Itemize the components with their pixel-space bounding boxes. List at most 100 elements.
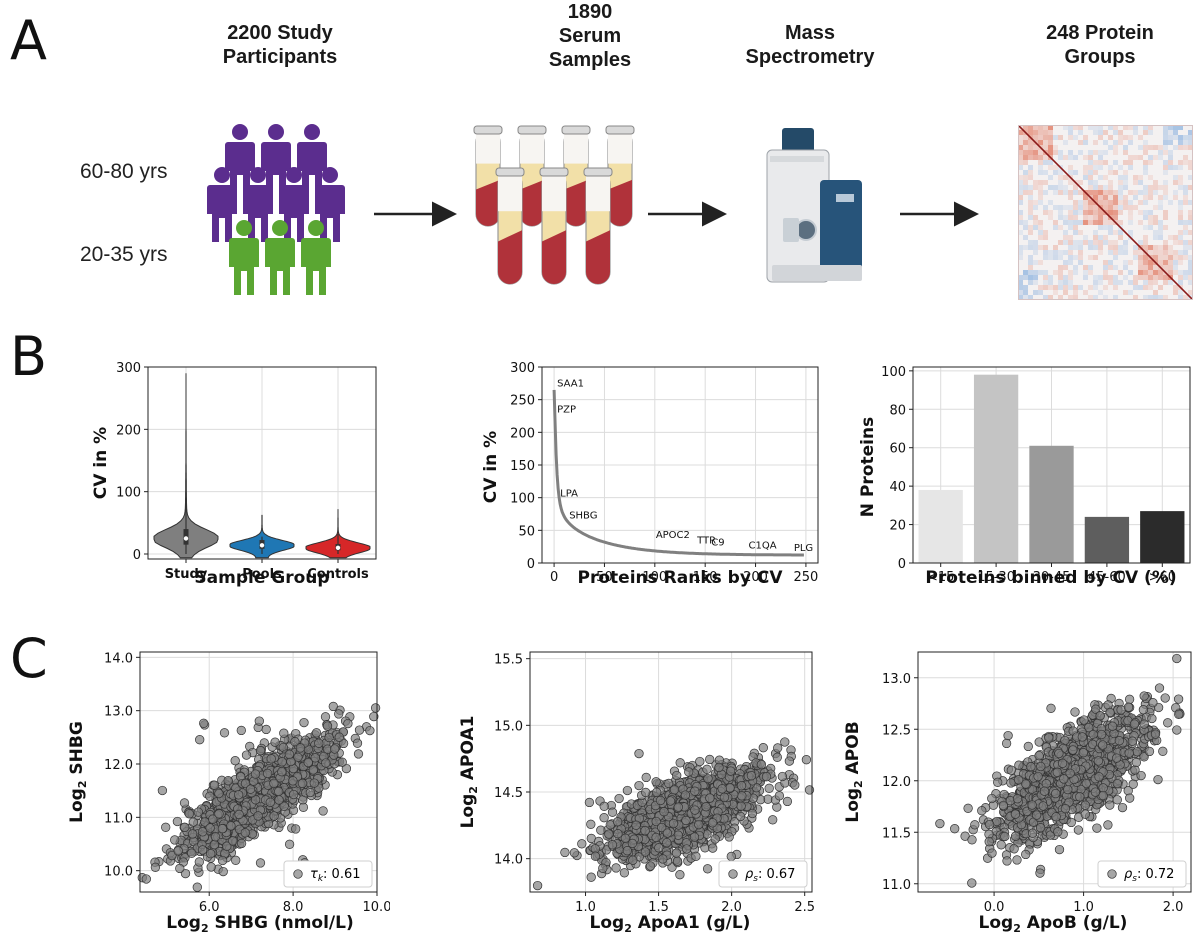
bar-3 (1084, 516, 1130, 563)
annotation-plg: PLG (794, 543, 813, 554)
x-axis-label: Log2 SHBG (nmol/L) (166, 913, 353, 932)
test-tubes-icon (473, 125, 635, 285)
y-tick-label: 10.0 (104, 865, 133, 880)
y-tick-label: 0 (898, 557, 906, 572)
age-label-younger: 20-35 yrs (80, 243, 168, 266)
y-tick-label: 100 (881, 365, 906, 380)
y-tick-label: 20 (889, 519, 906, 534)
y-tick-label: 200 (510, 426, 535, 441)
annotation-c9: C9 (711, 537, 724, 548)
x-axis-label: Log2 ApoB (g/L) (979, 913, 1128, 932)
bar-4 (1140, 511, 1185, 563)
x-tick-label: 0 (550, 570, 558, 585)
y-tick-label: 14.0 (494, 853, 523, 868)
x-tick-label: 2.5 (794, 900, 815, 915)
x-tick-label: 2.0 (1163, 900, 1184, 915)
x-tick-label: 6.0 (199, 900, 220, 915)
y-axis-label: Log2 APOB (843, 721, 865, 822)
legend: ρs: 0.72 (1097, 860, 1187, 888)
y-tick-label: 100 (510, 492, 535, 507)
x-tick-label: 15-30 (977, 570, 1015, 585)
y-tick-label: 14.0 (104, 651, 133, 666)
y-tick-label: 150 (510, 459, 535, 474)
x-tick-label: 45-60 (1088, 570, 1126, 585)
x-tick-label: <15 (927, 570, 954, 585)
cv-rank-curve (552, 389, 804, 557)
legend-text: ρs: 0.72 (1124, 867, 1174, 884)
x-tick-label: 100 (642, 570, 667, 585)
y-tick-label: 13.0 (882, 672, 911, 687)
step-title-mass-spec: Mass Spectrometry (745, 22, 875, 68)
panel-letter-a: A (10, 9, 47, 72)
x-tick-label: 10.0 (363, 900, 390, 915)
bar-2 (1029, 445, 1074, 563)
legend-box (718, 860, 808, 888)
y-tick-label: 80 (889, 403, 906, 418)
legend: τk: 0.61 (283, 860, 373, 888)
y-tick-label: 0 (133, 548, 141, 563)
step-title-participants: 2200 Study Participants (222, 22, 338, 68)
y-axis-label: N Proteins (858, 417, 878, 517)
y-tick-label: 11.0 (104, 811, 133, 826)
chart-c2-scatter: ρs: 0.67 14.0 14.5 15.0 15.5 1.0 1.5 2.0 2.5 L… (458, 651, 815, 932)
annotation-saa1: SAA1 (557, 379, 584, 390)
x-tick-label: 0.0 (984, 900, 1005, 915)
legend-text: ρs: 0.67 (745, 867, 795, 884)
y-tick-label: 11.5 (882, 826, 911, 841)
step-title-protein-groups: 248 Protein Groups (1046, 22, 1154, 68)
age-label-older: 60-80 yrs (80, 160, 168, 183)
y-axis-label: CV in % (481, 431, 501, 503)
x-tick-label: 30-45 (1033, 570, 1071, 585)
y-axis-label: Log2 APOA1 (458, 716, 480, 829)
x-tick-label: 1.0 (1073, 900, 1094, 915)
y-tick-label: 60 (889, 442, 906, 457)
y-tick-label: 12.0 (104, 758, 133, 773)
y-tick-label: 40 (889, 480, 906, 495)
y-tick-label: 200 (116, 423, 141, 438)
x-tick-label: 200 (743, 570, 768, 585)
workflow-illustration (207, 124, 1193, 300)
y-tick-label: 15.5 (494, 653, 523, 668)
plot-frame (529, 651, 813, 893)
x-tick-label: Pools (242, 567, 282, 582)
legend-box (283, 860, 373, 888)
y-tick-label: 250 (510, 394, 535, 409)
y-axis-label: Log2 SHBG (67, 721, 89, 823)
y-tick-label: 300 (510, 361, 535, 376)
annotation-apoc2: APOC2 (656, 530, 690, 541)
x-tick-label: 50 (596, 570, 613, 585)
x-axis-label: Proteins binned by CV (%) (925, 568, 1176, 587)
annotation-ttr: TTR (696, 535, 716, 546)
x-tick-label: Study (165, 567, 208, 582)
legend: ρs: 0.67 (718, 860, 808, 888)
x-axis-label: Log2 ApoA1 (g/L) (590, 913, 751, 932)
x-tick-label: 150 (693, 570, 718, 585)
x-axis-label: Proteins Ranks by CV (578, 568, 784, 587)
y-tick-label: 12.0 (882, 775, 911, 790)
x-tick-label: 1.0 (575, 900, 596, 915)
chart-b3-bar: 0 20 40 60 80 100 <15 15-30 30-45 45-60 >60 Prote… (858, 365, 1191, 587)
x-tick-label: 8.0 (283, 900, 304, 915)
chart-c1-scatter: τk: 0.61 10.0 11.0 12.0 13.0 14.0 6.0 8.0 10.0… (67, 651, 390, 932)
correlation-heatmap-icon (1018, 125, 1193, 300)
bar-1 (973, 374, 1019, 563)
x-tick-label: 1.5 (648, 900, 669, 915)
panel-letter-b: B (10, 325, 48, 388)
y-tick-label: 13.0 (104, 705, 133, 720)
x-axis-label: Sample Group (194, 568, 329, 587)
x-tick-label: 250 (793, 570, 818, 585)
y-tick-label: 12.5 (882, 723, 911, 738)
y-tick-label: 11.0 (882, 878, 911, 893)
violin-controls (305, 509, 371, 559)
x-tick-label: 2.0 (721, 900, 742, 915)
x-tick-label: >60 (1149, 570, 1176, 585)
people-icon (207, 124, 345, 295)
legend-box (1097, 860, 1187, 888)
x-tick-label: Controls (307, 567, 369, 582)
chart-b1-violin: 0 100 200 300 Study Pools Controls Sample Gro… (91, 361, 377, 587)
plot-frame (139, 651, 378, 893)
y-tick-label: 14.5 (494, 786, 523, 801)
mass-spectrometer-icon (766, 128, 862, 283)
legend-text: τk: 0.61 (310, 867, 361, 884)
